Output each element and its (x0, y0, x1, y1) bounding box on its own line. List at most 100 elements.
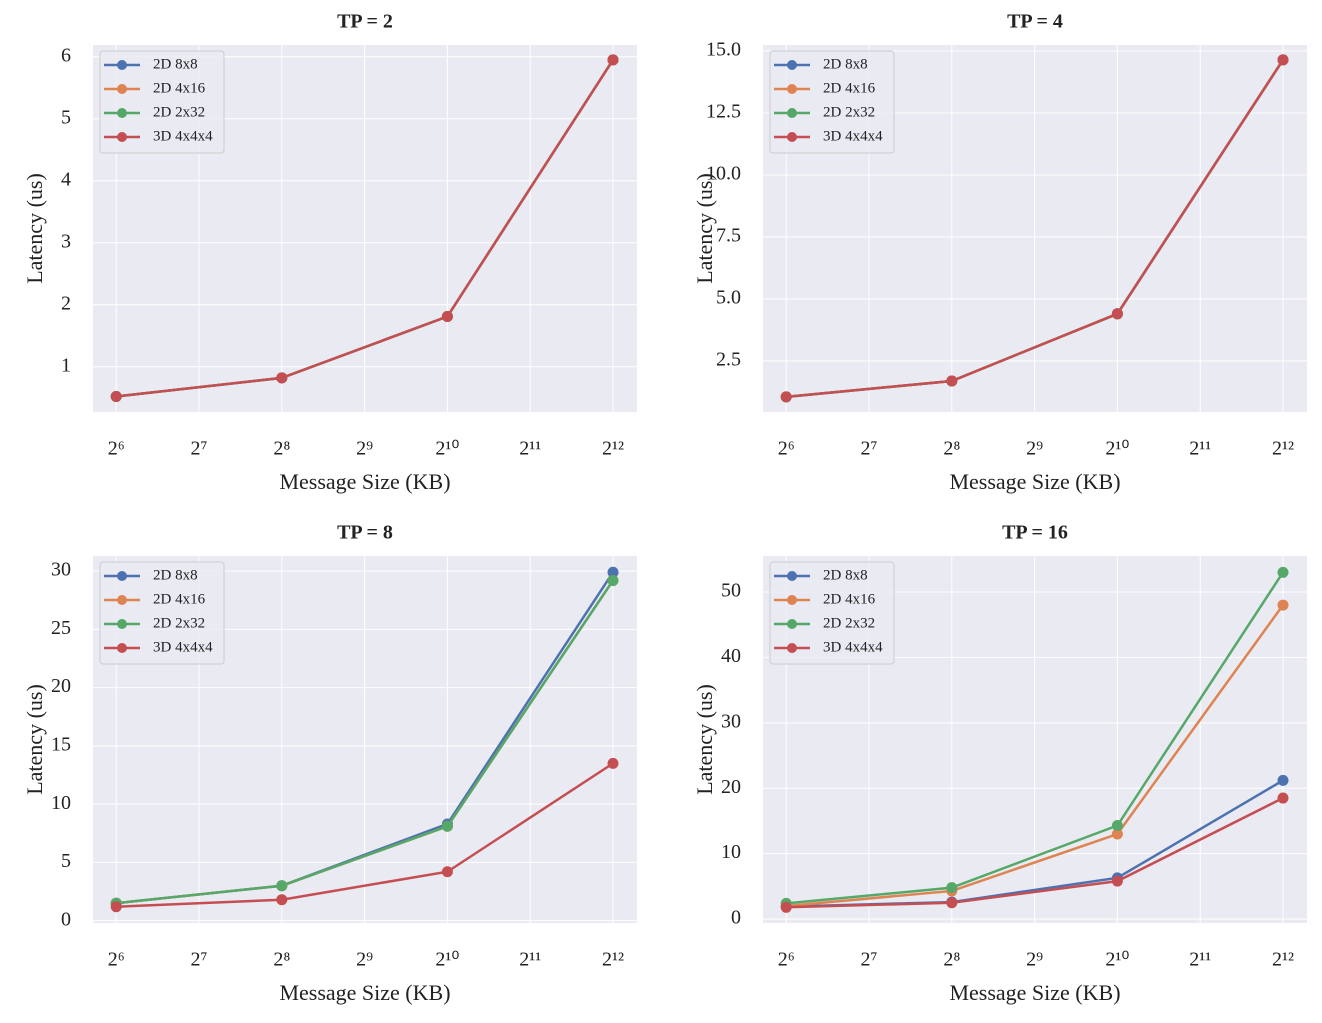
legend-marker (117, 571, 127, 581)
legend-marker (117, 132, 127, 142)
x-tick-label: 2¹¹ (1189, 438, 1211, 460)
y-tick-label: 15 (51, 734, 71, 756)
y-tick-label: 20 (51, 675, 71, 697)
y-tick-label: 3 (61, 230, 71, 252)
y-tick-label: 10 (721, 841, 741, 863)
legend-marker (787, 619, 797, 629)
series-line (786, 604, 1285, 908)
legend-label: 2D 8x8 (823, 567, 868, 583)
series-line (786, 59, 1285, 399)
y-axis-label: Latency (us) (22, 173, 47, 284)
legend-marker (787, 108, 797, 118)
legend-label: 2D 4x16 (823, 80, 876, 96)
y-tick-label: 7.5 (716, 225, 741, 247)
y-tick-label: 1 (61, 354, 71, 376)
x-tick-label: 2⁸ (273, 949, 290, 971)
x-tick-label: 2⁹ (356, 438, 373, 460)
y-tick-label: 4 (61, 168, 71, 190)
y-tick-label: 25 (51, 617, 71, 639)
legend-label: 2D 4x16 (153, 80, 206, 96)
legend-label: 2D 8x8 (153, 56, 198, 72)
y-tick-label: 2 (61, 292, 71, 314)
data-point (441, 866, 453, 878)
series-line (116, 59, 615, 398)
y-tick-label: 10 (51, 792, 71, 814)
x-tick-label: 2¹¹ (1189, 949, 1211, 971)
data-point (1111, 828, 1123, 840)
y-tick-label: 40 (721, 645, 741, 667)
data-point (1277, 792, 1289, 804)
data-point (946, 897, 958, 909)
data-point (276, 880, 288, 892)
y-tick-label: 12.5 (706, 101, 741, 123)
y-tick-label: 50 (721, 580, 741, 602)
y-tick-label: 20 (721, 776, 741, 798)
legend-marker (117, 60, 127, 70)
data-point (946, 375, 958, 387)
legend-label: 3D 4x4x4 (823, 639, 883, 655)
x-tick-label: 2⁶ (778, 438, 795, 460)
data-point (1111, 308, 1123, 320)
data-point (607, 54, 619, 66)
x-tick-label: 2¹² (1272, 438, 1294, 460)
x-tick-label: 2¹² (602, 438, 624, 460)
legend-marker (787, 60, 797, 70)
data-point (780, 901, 792, 913)
data-point (607, 574, 619, 586)
y-tick-label: 5 (61, 850, 71, 872)
y-tick-label: 0 (731, 907, 741, 929)
data-point (110, 391, 122, 403)
data-point (1277, 54, 1289, 66)
y-tick-label: 15.0 (706, 39, 741, 61)
x-tick-label: 2¹¹ (519, 438, 541, 460)
data-point (1277, 566, 1289, 578)
chart-title: TP = 8 (337, 522, 393, 544)
x-tick-label: 2¹² (1272, 949, 1294, 971)
legend-marker (117, 84, 127, 94)
series-line (116, 762, 614, 908)
legend-marker (117, 108, 127, 118)
data-point (1277, 774, 1289, 786)
legend-marker (787, 84, 797, 94)
x-tick-label: 2⁷ (191, 949, 208, 971)
data-point (110, 901, 122, 913)
legend-box (99, 50, 225, 154)
x-tick-label: 2⁶ (108, 949, 125, 971)
series-line (116, 579, 615, 905)
legend-box (769, 561, 895, 665)
y-tick-label: 5.0 (716, 287, 741, 309)
legend-label: 3D 4x4x4 (153, 128, 213, 144)
x-tick-label: 2¹⁰ (435, 438, 459, 460)
data-point (276, 372, 288, 384)
legend-marker (787, 595, 797, 605)
y-tick-label: 10.0 (706, 163, 741, 185)
legend-label: 2D 2x32 (823, 615, 875, 631)
x-tick-label: 2¹⁰ (435, 949, 459, 971)
legend-marker (117, 595, 127, 605)
legend-label: 2D 4x16 (823, 591, 876, 607)
x-axis-label: Message Size (KB) (279, 469, 450, 494)
y-tick-label: 30 (51, 559, 71, 581)
y-tick-label: 0 (61, 908, 71, 930)
x-tick-label: 2⁸ (943, 438, 960, 460)
legend-label: 3D 4x4x4 (153, 639, 213, 655)
x-tick-label: 2⁹ (356, 949, 373, 971)
data-point (607, 757, 619, 769)
x-tick-label: 2¹¹ (519, 949, 541, 971)
legend-label: 3D 4x4x4 (823, 128, 883, 144)
y-axis-label: Latency (us) (22, 684, 47, 795)
legend-label: 2D 8x8 (153, 567, 198, 583)
x-axis-label: Message Size (KB) (949, 469, 1120, 494)
data-point (946, 882, 958, 894)
y-tick-label: 30 (721, 710, 741, 732)
legend-box (769, 50, 895, 154)
data-point (1111, 820, 1123, 832)
y-axis-label: Latency (us) (692, 684, 717, 795)
x-tick-label: 2⁸ (273, 438, 290, 460)
y-tick-label: 5 (61, 106, 71, 128)
x-tick-label: 2⁷ (861, 949, 878, 971)
data-point (441, 311, 453, 323)
x-tick-label: 2⁷ (861, 438, 878, 460)
chart-title: TP = 4 (1007, 11, 1063, 33)
